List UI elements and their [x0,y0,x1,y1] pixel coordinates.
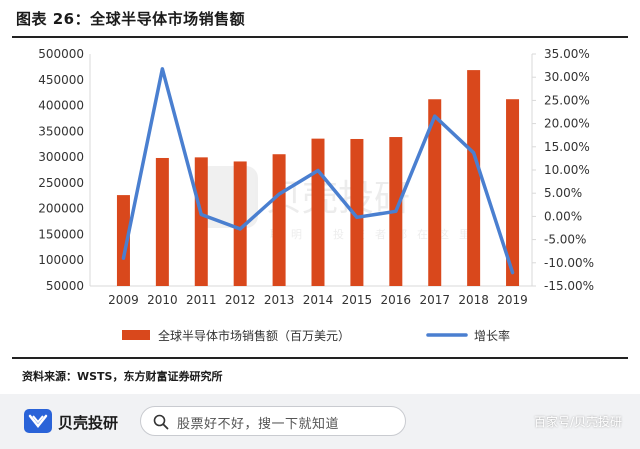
x-tick-label: 2009 [108,293,139,307]
legend-bar-label: 全球半导体市场销售额（百万美元） [158,328,350,343]
y-left-tick-label: 100000 [38,253,84,267]
legend: 全球半导体市场销售额（百万美元） 增长率 [122,328,510,343]
y-right-tick-label: -15.00% [544,279,594,293]
footer-bar: 贝壳投研 股票好不好，搜一下就知道 百家号/贝壳投研 [0,394,640,449]
bar [272,154,286,286]
y-left-tick-label: 300000 [38,150,84,164]
search-placeholder: 股票好不好，搜一下就知道 [177,417,340,432]
x-tick-label: 2013 [264,293,295,307]
bar [506,99,520,286]
y-left-tick-label: 50000 [46,279,84,293]
bar [467,70,481,286]
y-left-tick-label: 400000 [38,99,84,113]
top-rule [12,36,628,38]
y-left-tick-label: 450000 [38,73,84,87]
y-left-tick-label: 500000 [38,47,84,61]
bar-series [116,70,520,287]
watermark-tagline: 聪明的投资者都在这里 [270,227,480,241]
search-box[interactable]: 股票好不好，搜一下就知道 [140,406,406,436]
source-note: 资料来源：WSTS，东方财富证券研究所 [22,370,223,383]
bar [155,157,169,286]
y-right-tick-label: 35.00% [544,47,590,61]
chart: 贝壳投研 聪明的投资者都在这里 500000450000400000350000… [38,47,594,343]
bar [428,99,442,287]
bar [311,138,325,286]
y-right-tick-label: -5.00% [544,233,586,247]
y-right-tick-label: 30.00% [544,70,590,84]
legend-line-label: 增长率 [474,328,510,343]
y-right-tick-label: 0.00% [544,209,582,223]
x-tick-label: 2017 [419,293,450,307]
x-tick-label: 2011 [186,293,217,307]
y-right-axis: 35.00% 30.00% 25.00% 20.00% 15.00% 10.00% 5.00… [531,47,594,293]
y-left-tick-label: 250000 [38,176,84,190]
y-right-tick-label: 15.00% [544,140,590,154]
y-right-tick-label: 5.00% [544,186,582,200]
logo-text[interactable]: 贝壳投研 [58,414,119,432]
x-tick-label: 2019 [497,293,528,307]
bar [116,195,130,286]
line-series [121,67,515,275]
bar [194,157,208,286]
y-left-tick-label: 150000 [38,227,84,241]
y-left-axis: 500000 450000 400000 350000 300000 250000 2000… [38,47,91,293]
shell-logo-icon[interactable] [24,409,52,433]
x-tick-label: 2018 [458,293,489,307]
x-tick-label: 2015 [342,293,373,307]
bar [350,138,364,286]
bar [233,161,247,286]
attribution-text: 百家号/贝壳投研 [533,415,622,429]
y-right-tick-label: 25.00% [544,93,590,107]
x-tick-label: 2014 [303,293,334,307]
bottom-rule [12,357,628,359]
y-right-tick-label: -10.00% [544,256,594,270]
x-tick-label: 2010 [147,293,178,307]
y-right-tick-label: 20.00% [544,117,590,131]
legend-bar-swatch [122,330,150,340]
y-left-tick-label: 200000 [38,202,84,216]
search-icon [153,414,169,430]
x-axis: 2009 2010 2011 2012 2013 2014 2015 2016 2017 2018… [90,285,532,307]
y-right-tick-label: 10.00% [544,163,590,177]
x-tick-label: 2012 [225,293,256,307]
y-left-tick-label: 350000 [38,124,84,138]
figure-title: 图表 26：全球半导体市场销售额 [16,10,246,28]
x-tick-label: 2016 [381,293,412,307]
